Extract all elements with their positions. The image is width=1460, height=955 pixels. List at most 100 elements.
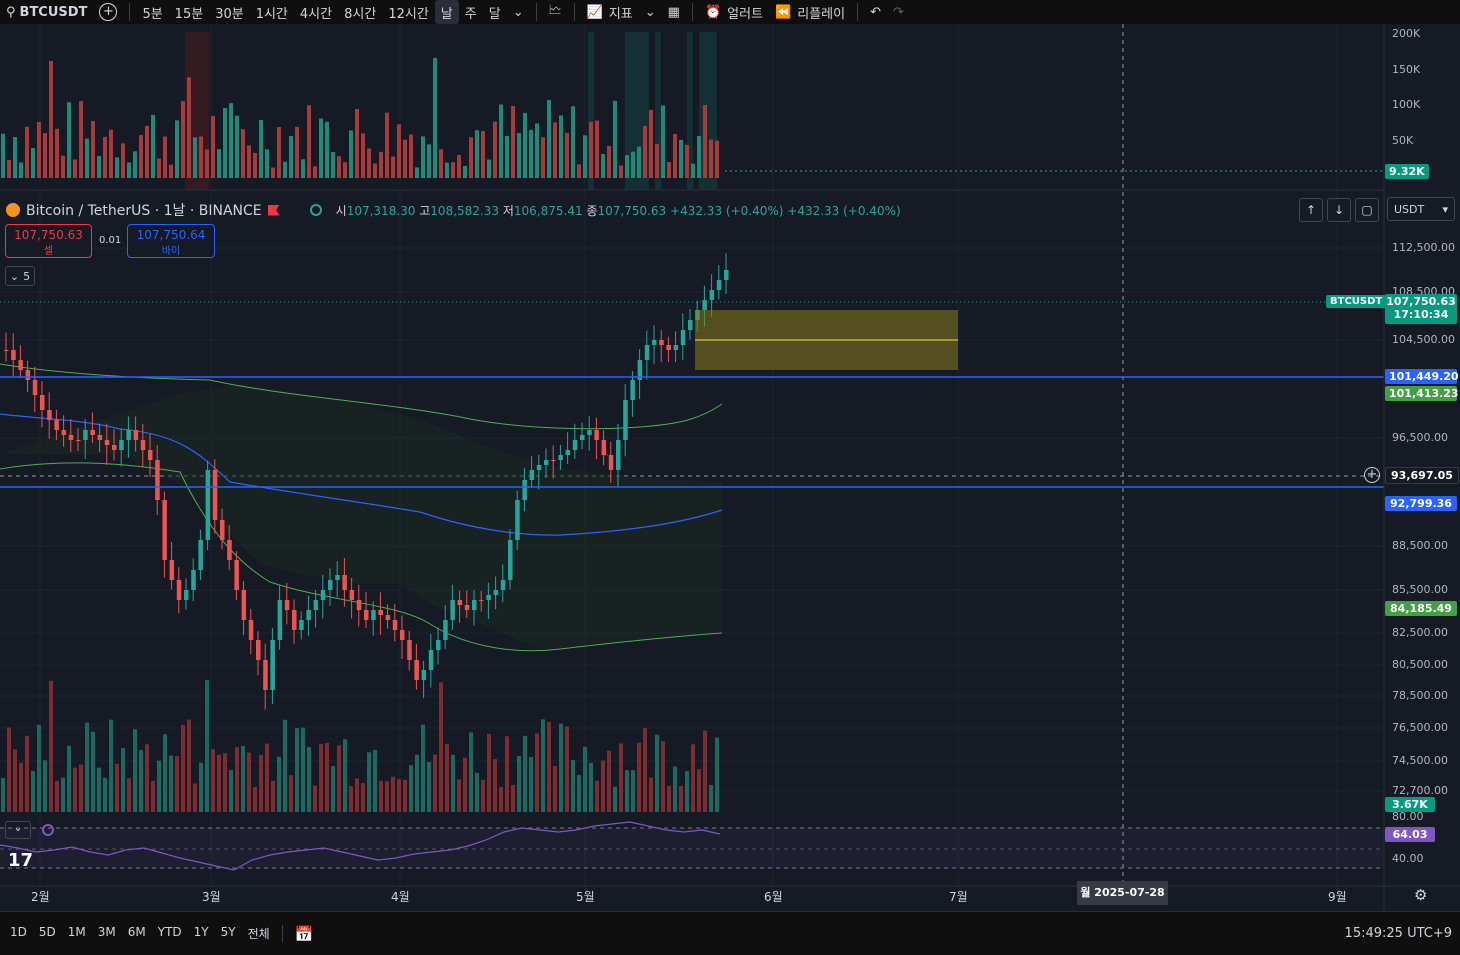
volume-bar-28 bbox=[169, 755, 173, 812]
currency-value: USDT bbox=[1394, 202, 1425, 216]
move-pane-up-button[interactable]: ↑ bbox=[1299, 198, 1323, 222]
divider bbox=[129, 3, 131, 21]
volume-top-bar-31 bbox=[187, 77, 191, 178]
goto-date-button[interactable]: 📅 bbox=[289, 925, 320, 943]
maximize-pane-button[interactable]: ▢ bbox=[1355, 198, 1379, 222]
rsi-indicator-icon[interactable] bbox=[42, 824, 54, 836]
range-button-6[interactable]: 1Y bbox=[193, 925, 209, 939]
layout-button[interactable]: ▦ bbox=[662, 0, 686, 24]
indicators-toggle[interactable]: ⌄ 5 bbox=[5, 266, 35, 286]
sell-button[interactable]: 107,750.63 셀 bbox=[5, 224, 92, 258]
redo-button[interactable]: ↷ bbox=[887, 0, 910, 24]
candle-body-89 bbox=[644, 345, 650, 360]
volume-bar-84 bbox=[505, 736, 509, 812]
currency-select[interactable]: USDT ▾ bbox=[1387, 197, 1455, 221]
volume-top-bar-80 bbox=[481, 131, 485, 178]
rsi-level-40: 40.00 bbox=[1392, 852, 1424, 865]
candle-body-80 bbox=[580, 435, 585, 440]
move-pane-down-button[interactable]: ↓ bbox=[1327, 198, 1351, 222]
volume-top-bar-94 bbox=[565, 132, 569, 178]
interval-7[interactable]: 날 bbox=[434, 0, 459, 24]
flag-icon[interactable] bbox=[267, 204, 280, 216]
interval-5[interactable]: 8시간 bbox=[344, 6, 377, 22]
volume-bar-1 bbox=[7, 727, 11, 812]
range-button-3[interactable]: 3M bbox=[97, 925, 116, 939]
crosshair-plus-button[interactable]: + bbox=[1364, 467, 1380, 483]
price-chart[interactable] bbox=[0, 24, 1460, 911]
range-button-0[interactable]: 1D bbox=[10, 925, 27, 939]
symbol-name: BTCUSDT bbox=[19, 4, 88, 20]
volume-top-bar-2 bbox=[13, 136, 17, 178]
volume-top-bar-27 bbox=[163, 136, 167, 178]
candle-body-95 bbox=[688, 320, 693, 330]
price-tick-9: 76,500.00 bbox=[1392, 721, 1448, 734]
chart-type-button[interactable]: 🗠 bbox=[543, 0, 568, 24]
candle-body-90 bbox=[652, 340, 657, 345]
interval-dropdown[interactable]: ⌄ bbox=[507, 0, 530, 24]
indicators-button[interactable]: 📈 지표 bbox=[581, 0, 639, 24]
candle-body-30 bbox=[220, 520, 225, 540]
interval-2[interactable]: 30분 bbox=[215, 6, 244, 22]
eye-circle-icon[interactable] bbox=[309, 204, 322, 216]
volume-bar-6 bbox=[37, 724, 41, 812]
buy-button[interactable]: 107,750.64 바이 bbox=[127, 224, 215, 258]
range-button-2[interactable]: 1M bbox=[67, 925, 86, 939]
candle-body-88 bbox=[637, 360, 643, 380]
replay-button[interactable]: ⏪ 리플레이 bbox=[769, 0, 851, 24]
candle-body-76 bbox=[551, 460, 556, 461]
candle-body-78 bbox=[565, 450, 571, 455]
candle-body-99 bbox=[716, 280, 722, 290]
volume-top-bar-96 bbox=[577, 164, 581, 178]
volume-bar-103 bbox=[619, 743, 623, 812]
volume-top-bar-54 bbox=[325, 121, 329, 178]
rsi-collapse-button[interactable]: ⌄ bbox=[5, 821, 31, 839]
volume-bar-8 bbox=[49, 680, 53, 812]
range-button-8[interactable]: 전체 bbox=[247, 927, 270, 941]
candle-body-81 bbox=[587, 430, 592, 435]
range-button-1[interactable]: 5D bbox=[38, 925, 56, 939]
candle-body-0 bbox=[4, 350, 9, 351]
symbol-search[interactable]: ⚲ BTCUSDT bbox=[0, 0, 93, 24]
price-tick-8: 78,500.00 bbox=[1392, 689, 1448, 702]
range-button-4[interactable]: 6M bbox=[127, 925, 146, 939]
volume-top-bar-108 bbox=[649, 109, 653, 178]
volume-bar-16 bbox=[97, 767, 101, 812]
arrow-down-icon: ↓ bbox=[1333, 203, 1345, 217]
volume-bar-75 bbox=[451, 754, 455, 812]
interval-6[interactable]: 12시간 bbox=[388, 6, 429, 22]
axis-settings-button[interactable]: ⚙ bbox=[1414, 886, 1427, 904]
interval-9[interactable]: 달 bbox=[488, 6, 501, 22]
volume-top-bar-79 bbox=[475, 130, 479, 178]
tradingview-logo[interactable]: 17 bbox=[8, 850, 34, 871]
volume-top-bar-46 bbox=[277, 126, 281, 178]
candle-body-63 bbox=[457, 600, 463, 605]
volume-bar-48 bbox=[289, 775, 293, 812]
candle-body-92 bbox=[666, 345, 671, 350]
open-label: 시 bbox=[335, 203, 347, 218]
legend-title[interactable]: Bitcoin / TetherUS · 1날 · BINANCE bbox=[26, 203, 262, 219]
interval-8[interactable]: 주 bbox=[464, 6, 477, 22]
interval-0[interactable]: 5분 bbox=[142, 6, 163, 22]
volume-top-bar-77 bbox=[463, 165, 467, 178]
volume-tick-2: 100K bbox=[1392, 98, 1421, 111]
add-symbol-button[interactable]: + bbox=[93, 0, 123, 24]
volume-bar-42 bbox=[253, 786, 257, 812]
interval-3[interactable]: 1시간 bbox=[255, 6, 288, 22]
interval-4[interactable]: 4시간 bbox=[299, 6, 333, 22]
candle-body-56 bbox=[407, 640, 412, 660]
volume-bar-106 bbox=[637, 742, 641, 812]
range-button-7[interactable]: 5Y bbox=[220, 925, 236, 939]
volume-bar-57 bbox=[343, 739, 347, 812]
volume-top-bar-33 bbox=[199, 136, 203, 178]
price-tick-11: 72,700.00 bbox=[1392, 784, 1448, 797]
clock[interactable]: 15:49:25 UTC+9 bbox=[1344, 926, 1452, 941]
undo-button[interactable]: ↶ bbox=[864, 0, 887, 24]
range-button-5[interactable]: YTD bbox=[157, 925, 182, 939]
candle-body-86 bbox=[623, 400, 628, 440]
rsi-band-fill bbox=[0, 828, 1384, 868]
alert-button[interactable]: ⏰ 얼러트 bbox=[699, 0, 769, 24]
volume-top-bar-68 bbox=[409, 134, 413, 178]
interval-1[interactable]: 15분 bbox=[174, 6, 204, 22]
volume-bar-13 bbox=[79, 764, 83, 812]
indicators-dropdown[interactable]: ⌄ bbox=[639, 0, 662, 24]
